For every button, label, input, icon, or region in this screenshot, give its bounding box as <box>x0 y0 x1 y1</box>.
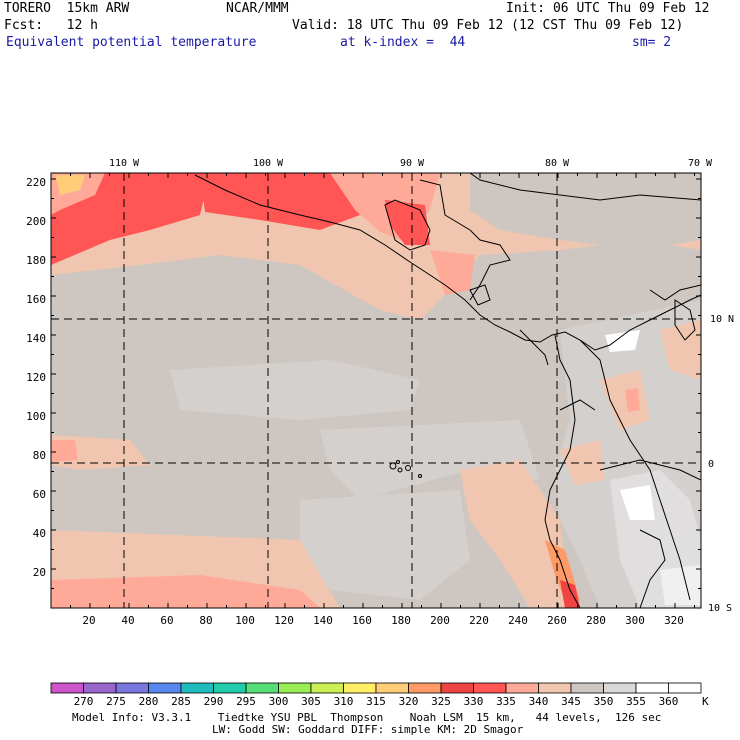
lat-label-10n: 10 N <box>710 314 734 325</box>
colorbar-label: 270 <box>74 695 94 708</box>
colorbar-label: 310 <box>334 695 354 708</box>
colorbar-swatch <box>375 682 409 694</box>
field-shading <box>51 173 701 608</box>
x-tick-label: 80 <box>199 614 212 627</box>
colorbar-swatch <box>505 682 539 694</box>
x-tick-label: 20 <box>82 614 95 627</box>
x-tick-label: 280 <box>586 614 606 627</box>
colorbar-swatch <box>538 682 572 694</box>
init-time: Init: 06 UTC Thu 09 Feb 12 <box>506 1 710 16</box>
x-tick-label: 200 <box>430 614 450 627</box>
x-tick-label: 220 <box>469 614 489 627</box>
colorbar-swatch <box>310 682 344 694</box>
colorbar-swatch <box>408 682 442 694</box>
colorbar-swatch <box>440 682 474 694</box>
forecast-hour: Fcst: 12 h <box>4 18 98 33</box>
y-tick-label: 160 <box>26 293 46 306</box>
colorbar-swatch <box>635 682 669 694</box>
organization: NCAR/MMM <box>226 1 289 16</box>
y-tick-label: 220 <box>26 176 46 189</box>
colorbar-swatch <box>180 682 214 694</box>
y-tick-label: 140 <box>26 332 46 345</box>
colorbar-label: 350 <box>594 695 614 708</box>
y-tick-label: 120 <box>26 371 46 384</box>
lon-label-70w: 70 W <box>688 158 713 169</box>
colorbar-label: 325 <box>431 695 451 708</box>
colorbar-label: 345 <box>561 695 581 708</box>
galapagos-islands <box>389 460 422 478</box>
model-name: TORERO 15km ARW <box>4 1 130 16</box>
colorbar-label: 315 <box>366 695 386 708</box>
smoothing: sm= 2 <box>632 35 672 50</box>
x-tick-label: 100 <box>235 614 255 627</box>
map-frame <box>50 172 702 609</box>
y-tick-label: 200 <box>26 215 46 228</box>
colorbar-label: 355 <box>626 695 646 708</box>
longitude-labels: 110 W 100 W 90 W 80 W 70 W <box>109 158 713 169</box>
lon-label-80w: 80 W <box>545 158 570 169</box>
colorbar-label: 280 <box>139 695 159 708</box>
lon-label-90w: 90 W <box>400 158 425 169</box>
x-tick-label: 240 <box>508 614 528 627</box>
colorbar-label: 320 <box>399 695 419 708</box>
model-info-line1: Model Info: V3.3.1 Tiedtke YSU PBL Thomp… <box>72 711 662 724</box>
colorbar-label: 295 <box>236 695 256 708</box>
colorbar-swatch <box>473 682 507 694</box>
x-tick-label: 320 <box>664 614 684 627</box>
colorbar-label: 285 <box>171 695 191 708</box>
field-name: Equivalent potential temperature <box>6 35 257 50</box>
colorbar-swatch <box>50 682 84 694</box>
colorbar-swatch <box>668 682 702 694</box>
x-tick-label: 300 <box>625 614 645 627</box>
level-index: at k-index = 44 <box>340 35 466 50</box>
valid-time: Valid: 18 UTC Thu 09 Feb 12 (12 CST Thu … <box>292 18 684 33</box>
colorbar-swatch <box>83 682 117 694</box>
colorbar-labels: 270 275 280 285 290 295 300 305 310 315 320 325 330 3… <box>74 695 679 708</box>
coastlines <box>194 173 701 608</box>
lon-label-110w: 110 W <box>109 158 140 169</box>
colorbar-label: 330 <box>464 695 484 708</box>
colorbar <box>50 682 702 694</box>
x-tick-label: 180 <box>391 614 411 627</box>
colorbar-label: 290 <box>204 695 224 708</box>
colorbar-label: 305 <box>301 695 321 708</box>
latitude-labels: 10 N 0 10 S <box>708 314 734 614</box>
y-tick-label: 100 <box>26 410 46 423</box>
y-tick-label: 40 <box>33 527 46 540</box>
x-tick-label: 120 <box>274 614 294 627</box>
x-tick-label: 140 <box>313 614 333 627</box>
colorbar-label: 300 <box>269 695 289 708</box>
colorbar-swatch <box>278 682 312 694</box>
colorbar-label: 360 <box>659 695 679 708</box>
colorbar-swatch <box>148 682 182 694</box>
colorbar-swatch <box>213 682 247 694</box>
y-tick-label: 60 <box>33 488 46 501</box>
y-tick-label: 20 <box>33 566 46 579</box>
y-tick-label: 80 <box>33 449 46 462</box>
colorbar-swatch <box>570 682 604 694</box>
lon-label-100w: 100 W <box>253 158 284 169</box>
colorbar-swatch <box>603 682 637 694</box>
y-index-labels: 20 40 60 80 100 120 140 160 180 200 220 <box>26 176 46 579</box>
x-index-labels: 20 40 60 80 100 120 140 160 180 200 220 … <box>82 614 684 627</box>
y-tick-label: 180 <box>26 254 46 267</box>
colorbar-swatch <box>343 682 377 694</box>
colorbar-swatch <box>245 682 279 694</box>
colorbar-label: 340 <box>529 695 549 708</box>
lat-label-10s: 10 S <box>708 603 732 614</box>
x-tick-label: 260 <box>547 614 567 627</box>
colorbar-unit: K <box>702 695 709 708</box>
x-tick-label: 160 <box>352 614 372 627</box>
x-tick-label: 40 <box>121 614 134 627</box>
colorbar-swatch <box>115 682 149 694</box>
model-info-line2: LW: Godd SW: Goddard DIFF: simple KM: 2D… <box>212 723 524 736</box>
colorbar-label: 275 <box>106 695 126 708</box>
lat-label-0: 0 <box>708 459 714 470</box>
x-tick-label: 60 <box>160 614 173 627</box>
colorbar-label: 335 <box>496 695 516 708</box>
lat-lon-grid <box>51 173 701 608</box>
